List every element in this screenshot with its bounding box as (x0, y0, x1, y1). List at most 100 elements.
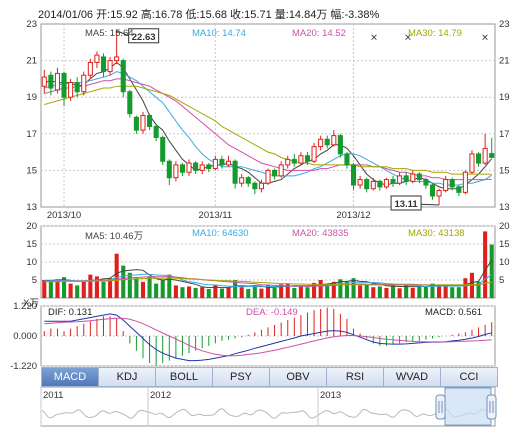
price-y-tick-left: 23 (26, 19, 37, 30)
tab-boll[interactable]: BOLL (156, 368, 213, 386)
candle (212, 155, 218, 171)
candle (107, 56, 113, 76)
macd-dif-line (44, 313, 492, 362)
navigator-selection[interactable] (444, 387, 492, 426)
volume-bar (81, 280, 86, 298)
volume-bar (68, 283, 73, 298)
candle-body (423, 179, 429, 186)
price-y-tick-left: 13 (26, 202, 37, 213)
candle (252, 181, 258, 195)
candle-body (68, 82, 74, 98)
tab-rsi[interactable]: RSI (327, 368, 384, 386)
navigator-handle-left[interactable] (435, 394, 446, 420)
candle-body (436, 190, 442, 197)
tab-psy[interactable]: PSY (213, 368, 270, 386)
candle (127, 89, 133, 118)
candle-body (107, 60, 113, 73)
high-callout-pointer (116, 30, 129, 37)
candle (100, 53, 107, 78)
candle (285, 155, 291, 169)
candle (357, 175, 363, 189)
volume-bar (200, 287, 205, 298)
volume-bar (344, 281, 349, 298)
volume-bar (450, 287, 455, 298)
volume-ma20-legend: MA20: 43835 (292, 228, 349, 239)
candle-body (133, 116, 139, 131)
candle (74, 77, 80, 98)
volume-bar (239, 287, 244, 298)
candle-body (87, 61, 93, 76)
volume-bar (371, 287, 376, 298)
candle-body (331, 135, 337, 146)
candle (278, 161, 284, 178)
candle (377, 179, 383, 191)
candle (410, 170, 416, 184)
volume-y-tick-right: 5 (499, 275, 504, 286)
volume-ma30-legend: MA30: 43138 (408, 228, 465, 239)
price-y-tick-right: 13 (499, 202, 510, 213)
volume-bar (437, 285, 442, 298)
candle (462, 170, 468, 195)
candle-body (337, 135, 343, 155)
volume-bar (483, 231, 488, 298)
volume-value: 14.84万 (288, 9, 328, 21)
candle-body (225, 160, 232, 166)
candle (476, 152, 482, 167)
price-x-tick: 2013/10 (47, 210, 81, 221)
candle (258, 179, 264, 193)
candle (265, 168, 271, 186)
price-marker: ⨯ (370, 32, 378, 43)
tab-obv[interactable]: OBV (270, 368, 327, 386)
tab-macd[interactable]: MACD (42, 368, 99, 386)
candle (140, 111, 146, 134)
candle (48, 71, 54, 96)
candle (54, 67, 60, 94)
candle (81, 71, 87, 96)
price-y-tick-left: 21 (26, 56, 37, 67)
quote-header: 2014/01/06 开:15.92 高:16.78 低:15.68 收:15.… (38, 6, 379, 22)
volume-bar (272, 287, 277, 298)
candle (193, 161, 199, 175)
tab-kdj[interactable]: KDJ (99, 368, 156, 386)
candle-body (318, 138, 324, 148)
close-label: 收: (230, 9, 245, 21)
candle-body (350, 164, 357, 186)
volume-bar (259, 288, 264, 298)
candle-body (476, 153, 482, 164)
volume-bar (404, 285, 409, 298)
volume-bar (443, 286, 448, 298)
tab-wvad[interactable]: WVAD (384, 368, 441, 386)
candle (68, 78, 74, 101)
candle-body (153, 125, 159, 138)
open-value: 15.92 (110, 9, 138, 21)
candle-body (443, 179, 449, 192)
candle-body (212, 158, 218, 170)
indicator-tabs: MACD KDJ BOLL PSY OBV RSI WVAD CCI (41, 367, 498, 387)
price-ma30-legend: MA30: 14.79 (408, 28, 462, 39)
candle (318, 135, 324, 151)
volume-bar (101, 281, 106, 298)
volume-bar (252, 285, 257, 298)
close-value: 15.71 (244, 9, 272, 21)
price-marker: ⨯ (481, 32, 489, 43)
price-y-tick-left: 15 (26, 165, 37, 176)
volume-y-tick-left: 10 (26, 257, 37, 268)
volume-bar (173, 285, 178, 298)
candle (147, 113, 153, 131)
navigator-handle-right[interactable] (486, 394, 497, 420)
high-label: 高: (140, 9, 155, 21)
candle-body (370, 180, 376, 190)
candle-body (239, 177, 245, 184)
macd-value-readout: MACD: 0.561 (425, 307, 483, 318)
volume-bar (377, 286, 382, 298)
candle-body (61, 72, 67, 98)
tab-cci[interactable]: CCI (459, 371, 479, 383)
candle (344, 152, 350, 169)
candle-body (489, 153, 495, 158)
candle-body (298, 155, 304, 164)
candle (489, 137, 495, 158)
volume-bar (160, 280, 165, 298)
volume-bar (390, 285, 396, 298)
candle (403, 172, 409, 186)
